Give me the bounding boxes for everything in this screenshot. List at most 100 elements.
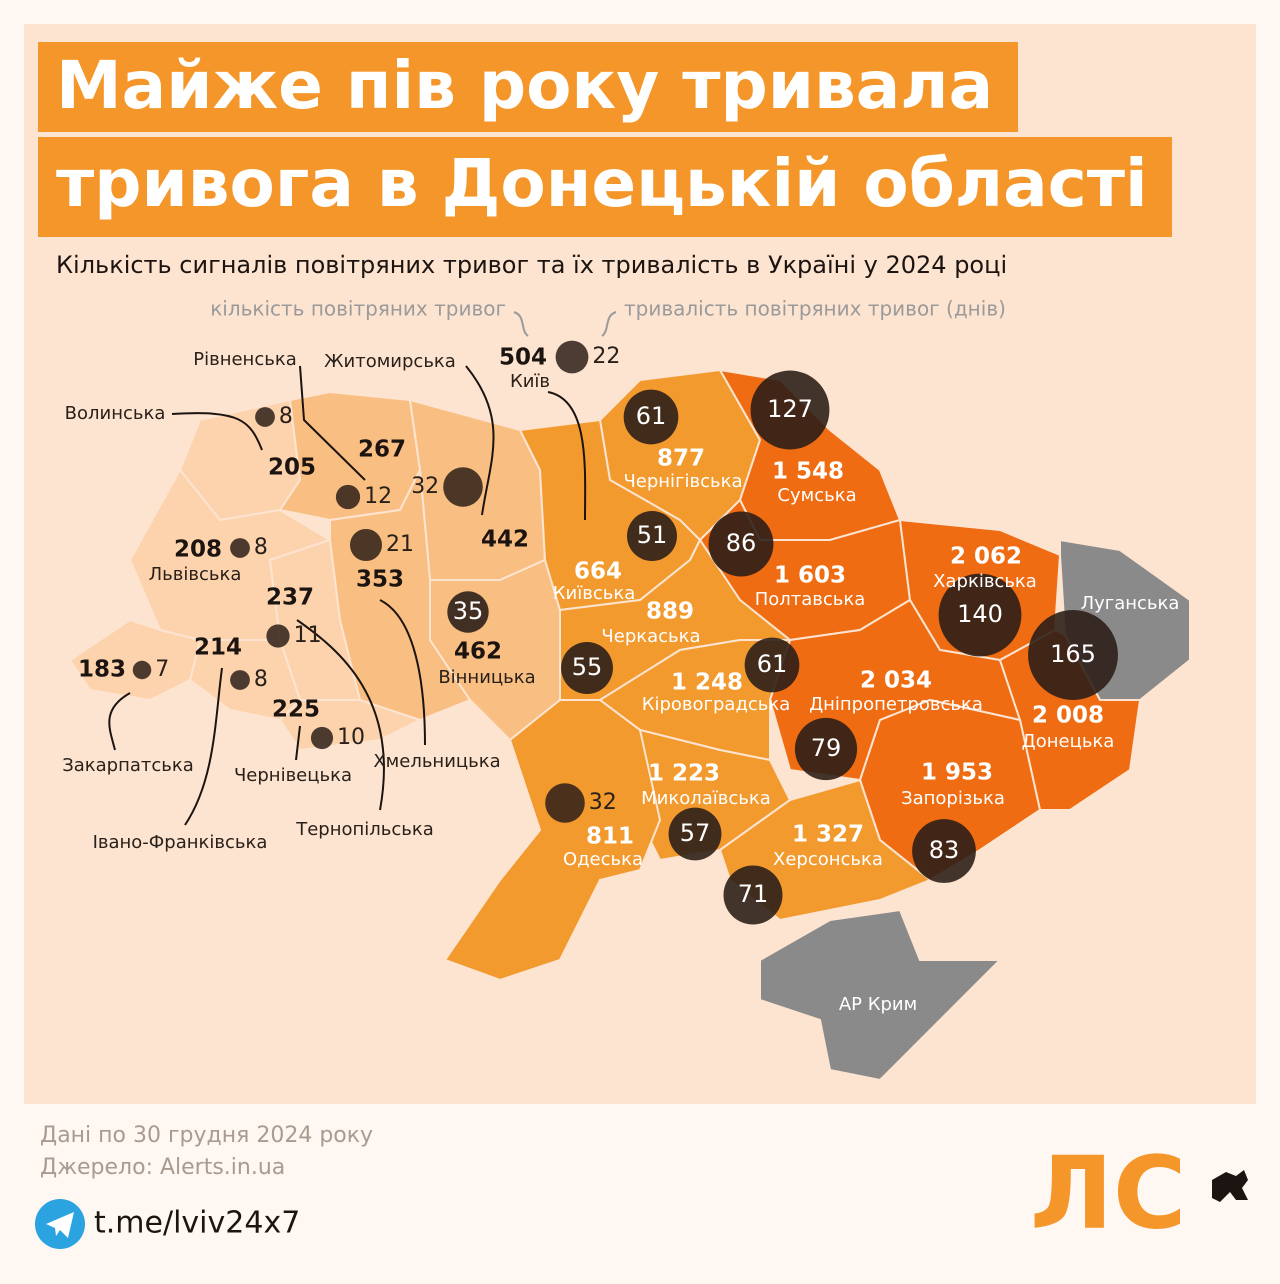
- duration-circle: [1028, 610, 1118, 700]
- map-labels: Луганська АР Крим 8 205 Волинська 12 267 Рівнен…: [62, 340, 1179, 1015]
- duration-label: 51: [637, 521, 668, 549]
- duration-label: 10: [337, 725, 365, 750]
- duration-label: 57: [680, 819, 711, 847]
- duration-label: 8: [279, 404, 293, 429]
- alerts-count: 664: [574, 559, 622, 585]
- title: Майже пів року тривала: [56, 47, 993, 124]
- duration-circle: [545, 783, 585, 823]
- legend-pointer: [601, 311, 617, 337]
- duration-circle: [310, 726, 334, 750]
- alerts-count: 877: [657, 446, 705, 472]
- duration-circle: [447, 591, 489, 633]
- region-name: Черкаська: [601, 626, 700, 647]
- duration-label: 8: [254, 535, 268, 560]
- duration-label: 61: [636, 402, 667, 430]
- alerts-count: 1 248: [671, 670, 743, 696]
- leader-line: [547, 391, 587, 521]
- alerts-count: 1 953: [921, 760, 993, 786]
- duration-label: 55: [572, 653, 603, 681]
- alerts-count: 208: [174, 537, 222, 563]
- alerts-count: 183: [78, 657, 126, 683]
- alerts-count: 889: [646, 599, 694, 625]
- alerts-count: 811: [586, 824, 634, 850]
- duration-label: 32: [411, 474, 439, 499]
- region-name: Кіровоградська: [642, 694, 791, 715]
- region-name: Житомирська: [324, 351, 456, 372]
- alerts-count: 462: [454, 639, 502, 665]
- region-name: Сумська: [777, 485, 856, 506]
- leader-line: [295, 725, 301, 761]
- legend-label: кількість повітряних тривог: [210, 297, 506, 321]
- region: [68, 618, 202, 702]
- duration-circle: [938, 573, 1022, 657]
- duration-label: 8: [254, 667, 268, 692]
- duration-circle: [255, 407, 275, 427]
- duration-circle: [230, 670, 250, 690]
- alerts-count: 205: [268, 455, 316, 481]
- title: тривога в Донецькій області: [56, 145, 1148, 222]
- leader-line: [184, 667, 223, 826]
- duration-label: 140: [957, 600, 1003, 628]
- duration-circle: [132, 660, 152, 680]
- duration-circle: [561, 642, 613, 694]
- alerts-count: 225: [272, 697, 320, 723]
- duration-circle: [266, 624, 290, 648]
- duration-circle: [627, 511, 677, 561]
- region-name: Чернівецька: [234, 765, 352, 786]
- duration-label: 61: [757, 650, 788, 678]
- alerts-count: 2 034: [860, 668, 932, 694]
- duration-circle: [623, 389, 679, 445]
- region-name: Львівська: [149, 564, 242, 585]
- duration-circle: [230, 538, 250, 558]
- duration-label: 22: [592, 344, 620, 369]
- region-name: Запорізька: [901, 788, 1005, 809]
- alerts-count: 504: [499, 345, 547, 371]
- subtitle: Кількість сигналів повітряних тривог та …: [56, 251, 1007, 279]
- alerts-count: 1 223: [648, 761, 720, 787]
- duration-circle: [349, 528, 383, 562]
- region-name: Рівненська: [193, 349, 296, 370]
- leader-line: [465, 365, 495, 516]
- duration-label: 21: [386, 532, 414, 557]
- occupied-region: [759, 908, 1003, 1082]
- region-name: Волинська: [65, 403, 166, 424]
- region-name: Дніпропетровська: [809, 694, 983, 715]
- duration-circle: [794, 717, 858, 781]
- region-name: Київська: [553, 583, 636, 604]
- duration-label: 35: [453, 597, 484, 625]
- region: [443, 699, 662, 982]
- duration-circle: [443, 467, 483, 507]
- duration-label: 83: [929, 836, 960, 864]
- region-name: Київ: [510, 371, 550, 392]
- footer-source: Джерело: Alerts.in.ua: [40, 1155, 285, 1180]
- duration-circle: [912, 819, 976, 883]
- title-box: [38, 137, 1172, 237]
- telegram-link[interactable]: t.me/lviv24x7: [94, 1206, 300, 1241]
- region-name: Закарпатська: [62, 755, 194, 776]
- duration-circle: [723, 865, 783, 925]
- duration-label: 86: [726, 529, 757, 557]
- region-name: Миколаївська: [641, 788, 771, 809]
- alerts-count: 267: [358, 437, 406, 463]
- telegram-plane: [46, 1212, 74, 1238]
- region-name: Тернопільська: [295, 819, 434, 840]
- logo-lion: [1212, 1170, 1248, 1202]
- region-name: Херсонська: [773, 849, 883, 870]
- logo: ЛС: [1030, 1134, 1186, 1251]
- alerts-count: 2 008: [1032, 703, 1104, 729]
- duration-label: 7: [155, 657, 169, 682]
- duration-label: 32: [589, 790, 617, 815]
- duration-circle: [750, 370, 830, 450]
- leader-line: [296, 619, 385, 811]
- footer-date: Дані по 30 грудня 2024 року: [40, 1123, 373, 1148]
- legend-pointer: [513, 311, 529, 337]
- duration-label: 12: [364, 484, 392, 509]
- duration-circle: [744, 637, 800, 693]
- duration-label: 165: [1050, 640, 1096, 668]
- duration-circle: [555, 340, 589, 374]
- region-name: Харківська: [933, 571, 1037, 592]
- alerts-count: 1 603: [774, 563, 846, 589]
- duration-label: 79: [811, 734, 842, 762]
- region-name: Чернігівська: [623, 471, 742, 492]
- leader-line: [171, 412, 263, 451]
